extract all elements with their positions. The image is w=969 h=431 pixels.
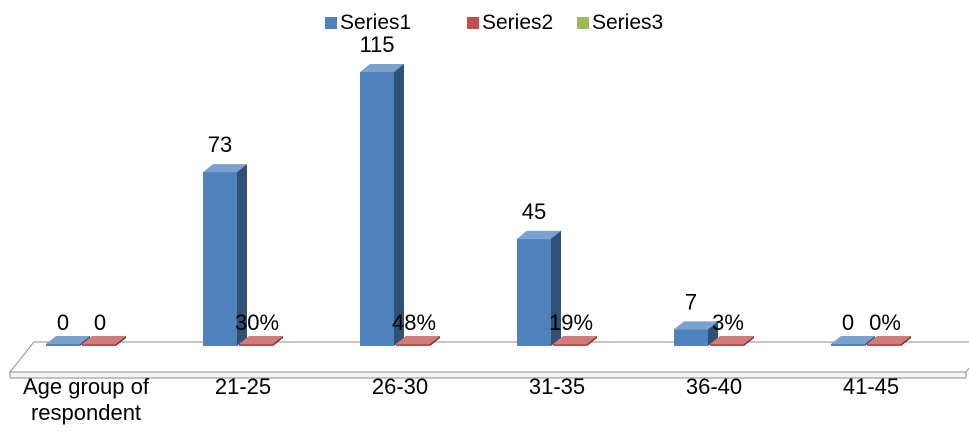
series1-bar-6 xyxy=(831,336,875,346)
series1-data-label-1: 0 xyxy=(57,310,69,335)
category-label-3: 26-30 xyxy=(372,374,428,399)
series2-bar-1 xyxy=(82,336,126,346)
series1-data-label-5: 7 xyxy=(685,289,697,314)
floor-front-edge xyxy=(9,371,967,379)
series2-bar-5 xyxy=(710,336,754,346)
series1-bar-4 xyxy=(517,230,561,346)
bars xyxy=(46,64,911,346)
series1-data-label-2: 73 xyxy=(208,132,232,157)
legend-swatch-2 xyxy=(467,17,479,29)
series2-data-label-3: 48% xyxy=(392,310,436,335)
series1-bar-2 xyxy=(203,164,247,346)
series2-data-label-1: 0 xyxy=(94,310,106,335)
legend-label-3: Series3 xyxy=(592,11,663,34)
legend-swatch-1 xyxy=(325,17,337,29)
series2-data-label-2: 30% xyxy=(235,310,279,335)
category-labels: Age group of respondent 21-25 26-30 31-35 36-… xyxy=(23,374,899,425)
series2-bar-4 xyxy=(553,336,597,346)
series2-bar-3 xyxy=(396,336,440,346)
legend: Series1 Series2 Series3 xyxy=(325,11,663,34)
series2-data-label-5: 3% xyxy=(712,310,744,335)
series1-bar-3 xyxy=(360,64,404,346)
chart-floor xyxy=(8,341,969,379)
series2-bar-2 xyxy=(239,336,283,346)
legend-swatch-3 xyxy=(577,17,589,29)
category-label-4: 31-35 xyxy=(529,374,585,399)
floor-top xyxy=(8,341,969,373)
category-label-1: Age group of respondent xyxy=(23,374,150,425)
series2-bar-6 xyxy=(867,336,911,346)
series1-data-label-4: 45 xyxy=(522,199,546,224)
category-label-2: 21-25 xyxy=(215,374,271,399)
series1-data-label-6: 0 xyxy=(842,310,854,335)
series1-bar-1 xyxy=(46,336,90,346)
category-label-6: 41-45 xyxy=(843,374,899,399)
legend-label-2: Series2 xyxy=(482,11,553,34)
series1-data-label-3: 115 xyxy=(359,32,394,57)
series2-data-label-4: 19% xyxy=(549,310,593,335)
series2-data-label-6: 0% xyxy=(869,310,901,335)
legend-label-1: Series1 xyxy=(340,11,411,34)
category-label-5: 36-40 xyxy=(686,374,742,399)
